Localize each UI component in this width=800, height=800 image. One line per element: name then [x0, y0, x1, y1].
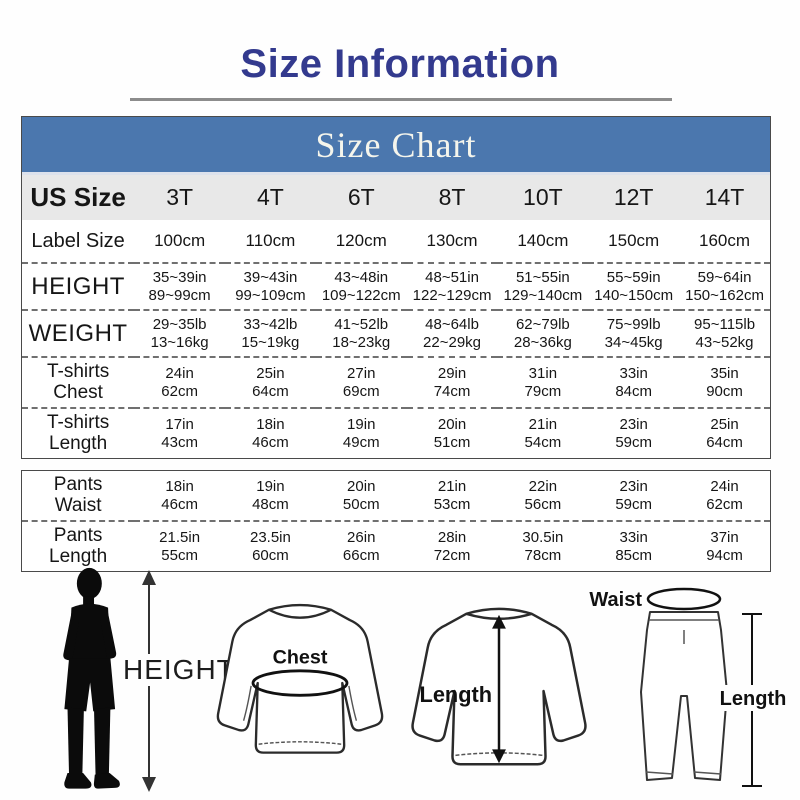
- person-silhouette-illustration: [63, 567, 120, 789]
- row-label: WEIGHT: [22, 309, 135, 357]
- size-cell: 19in 48cm: [252, 478, 289, 513]
- size-cell: 23in 59cm: [588, 407, 680, 459]
- table-row-pants-length: Pants Length 21.5in 55cm 23.5in 60cm 26i…: [22, 520, 770, 572]
- size-cell: 29~35lb 13~16kg: [134, 309, 226, 357]
- size-cell: 31in 79cm: [497, 355, 589, 409]
- size-cell: 130cm: [426, 231, 478, 251]
- pants-illustration: Waist Length: [589, 587, 786, 787]
- size-column-header: 4T: [225, 175, 316, 220]
- size-cell: 20in 51cm: [406, 407, 498, 459]
- size-chart-banner: Size Chart: [22, 117, 770, 175]
- size-cell: 37in 94cm: [679, 520, 770, 572]
- size-cell: 21in 54cm: [497, 407, 589, 459]
- size-cell: 39~43in 99~109cm: [225, 262, 316, 310]
- size-cell: 26in 66cm: [315, 520, 407, 572]
- size-cell: 160cm: [699, 231, 751, 251]
- size-column-header: 6T: [315, 175, 407, 220]
- tshirt-back-illustration: Length: [411, 607, 587, 766]
- row-label: T-shirts Length: [22, 407, 135, 459]
- chest-label: Chest: [273, 646, 328, 668]
- size-cell: 18in 46cm: [225, 407, 316, 459]
- shirt-length-label: Length: [420, 682, 493, 707]
- size-cell: 48~51in 122~129cm: [406, 262, 498, 310]
- size-cell: 140cm: [517, 231, 569, 251]
- size-cell: 29in 74cm: [406, 355, 498, 409]
- table-row-height: HEIGHT 35~39in 89~99cm 39~43in 99~109cm …: [22, 262, 770, 310]
- size-column-header: 8T: [406, 175, 498, 220]
- size-cell: 110cm: [245, 231, 296, 251]
- size-cell: 100cm: [154, 231, 206, 251]
- size-cell: 27in 69cm: [315, 355, 407, 409]
- size-cell: 25in 64cm: [225, 355, 316, 409]
- size-cell: 24in 62cm: [134, 355, 226, 409]
- size-cell: 20in 50cm: [342, 478, 380, 513]
- tshirt-front-illustration: Chest: [216, 603, 384, 754]
- size-cell: 19in 49cm: [315, 407, 407, 459]
- table-row-tshirt-chest: T-shirts Chest 24in 62cm 25in 64cm 27in …: [22, 355, 770, 409]
- size-column-header: 14T: [679, 175, 770, 220]
- page-title: Size Information: [240, 42, 560, 86]
- pants-table: Pants Waist 18in 46cm 19in 48cm 20in 50c…: [22, 471, 770, 572]
- table-row-weight: WEIGHT 29~35lb 13~16kg 33~42lb 15~19kg 4…: [22, 309, 770, 357]
- row-label: T-shirts Chest: [22, 355, 135, 409]
- size-cell: 51~55in 129~140cm: [497, 262, 589, 310]
- row-label: Label Size: [31, 229, 125, 252]
- row-label: Pants Waist: [53, 474, 103, 516]
- table-row-label-size: Label Size 100cm 110cm 120cm 130cm 140cm…: [22, 220, 770, 263]
- size-column-header: 10T: [497, 175, 589, 220]
- size-cell: 48~64lb 22~29kg: [406, 309, 498, 357]
- size-cell: 59~64in 150~162cm: [679, 262, 770, 310]
- height-label: HEIGHT: [120, 654, 238, 686]
- row-label: Pants Length: [22, 520, 135, 572]
- size-cell: 150cm: [608, 231, 660, 251]
- waist-label: Waist: [589, 589, 642, 611]
- table-row-tshirt-length: T-shirts Length 17in 43cm 18in 46cm 19in…: [22, 407, 770, 459]
- size-column-header: 3T: [134, 175, 226, 220]
- size-cell: 23.5in 60cm: [225, 520, 316, 572]
- size-cell: 43~48in 109~122cm: [315, 262, 407, 310]
- row-label: HEIGHT: [22, 262, 135, 310]
- size-cell: 30.5in 78cm: [497, 520, 589, 572]
- size-cell: 35in 90cm: [679, 355, 770, 409]
- size-cell: 24in 62cm: [706, 478, 743, 513]
- measurement-diagrams: HEIGHT Chest Length Waist: [0, 556, 800, 800]
- shirt-length-arrow-icon: [492, 614, 506, 764]
- size-cell: 75~99lb 34~45kg: [588, 309, 680, 357]
- table-header-row: US Size 3T 4T 6T 8T 10T 12T 14T: [22, 175, 770, 220]
- chest-ellipse: [251, 669, 349, 697]
- column-header-us-size: US Size: [22, 175, 135, 220]
- pants-length-label: Length: [720, 688, 786, 710]
- size-cell: 18in 46cm: [161, 478, 198, 513]
- size-chart-table: Size Chart US Size 3T 4T 6T 8T 10T 12T 1…: [21, 116, 771, 460]
- size-cell: 25in 64cm: [679, 407, 770, 459]
- size-cell: 17in 43cm: [134, 407, 226, 459]
- size-cell: 55~59in 140~150cm: [588, 262, 680, 310]
- table-row-pants-waist: Pants Waist 18in 46cm 19in 48cm 20in 50c…: [22, 471, 770, 521]
- size-cell: 33~42lb 15~19kg: [225, 309, 316, 357]
- size-column-header: 12T: [588, 175, 680, 220]
- size-table: US Size 3T 4T 6T 8T 10T 12T 14T Label Si…: [22, 175, 770, 459]
- size-cell: 28in 72cm: [406, 520, 498, 572]
- size-cell: 21.5in 55cm: [134, 520, 226, 572]
- size-cell: 62~79lb 28~36kg: [497, 309, 589, 357]
- pants-size-table: Pants Waist 18in 46cm 19in 48cm 20in 50c…: [21, 470, 771, 573]
- size-cell: 23in 59cm: [615, 478, 653, 513]
- waist-ellipse: [646, 587, 722, 611]
- size-cell: 21in 53cm: [433, 478, 471, 513]
- title-underline: [130, 98, 672, 101]
- size-cell: 35~39in 89~99cm: [134, 262, 226, 310]
- size-cell: 41~52lb 18~23kg: [315, 309, 407, 357]
- size-cell: 95~115lb 43~52kg: [679, 309, 770, 357]
- size-cell: 33in 85cm: [588, 520, 680, 572]
- size-cell: 33in 84cm: [588, 355, 680, 409]
- size-cell: 22in 56cm: [524, 478, 562, 513]
- size-cell: 120cm: [335, 231, 387, 251]
